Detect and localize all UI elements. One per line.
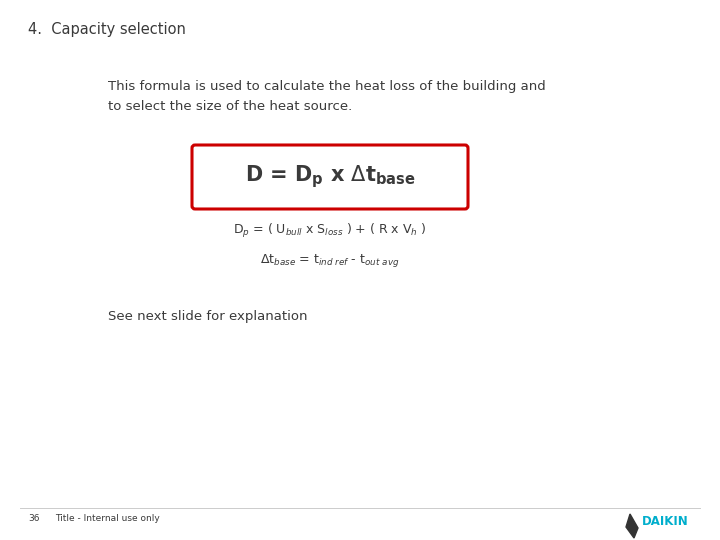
Text: $\Delta$t$_{base}$ = t$_{ind\ ref}$ - t$_{out\ avg}$: $\Delta$t$_{base}$ = t$_{ind\ ref}$ - t$… — [261, 252, 400, 269]
Text: 4.  Capacity selection: 4. Capacity selection — [28, 22, 186, 37]
Text: See next slide for explanation: See next slide for explanation — [108, 310, 307, 323]
Text: to select the size of the heat source.: to select the size of the heat source. — [108, 100, 352, 113]
Text: This formula is used to calculate the heat loss of the building and: This formula is used to calculate the he… — [108, 80, 546, 93]
Text: Title - Internal use only: Title - Internal use only — [55, 514, 160, 523]
Text: D$_p$ = ( U$_{bull}$ x S$_{loss}$ ) + ( R x V$_h$ ): D$_p$ = ( U$_{bull}$ x S$_{loss}$ ) + ( … — [233, 222, 427, 240]
Text: 36: 36 — [28, 514, 40, 523]
Polygon shape — [626, 514, 638, 538]
Text: DAIKIN: DAIKIN — [642, 515, 689, 528]
FancyBboxPatch shape — [192, 145, 468, 209]
Text: D = D$_\mathbf{p}$ x $\Delta$t$_\mathbf{base}$: D = D$_\mathbf{p}$ x $\Delta$t$_\mathbf{… — [245, 164, 415, 191]
